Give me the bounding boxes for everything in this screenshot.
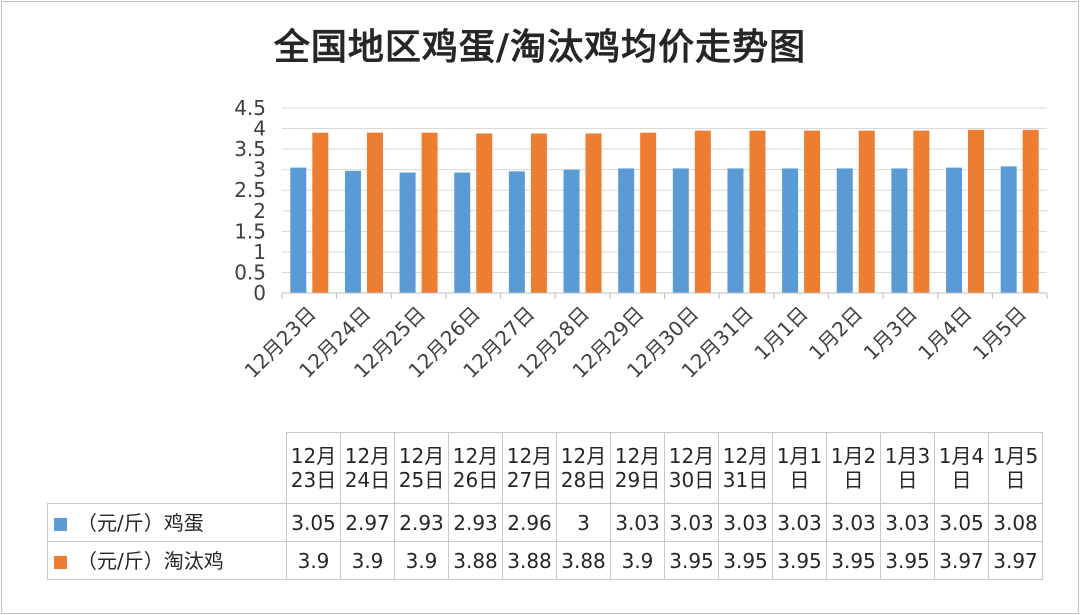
- y-tick-label-1: 0.5: [234, 260, 266, 284]
- data-table: 12月23日 12月24日 12月25日 12月26日 12月27日 12月28日 12月2…: [47, 432, 1043, 580]
- x-tick-label-13: 1月5日: [968, 302, 1031, 365]
- table-cell-series0-12: 3.05: [934, 503, 989, 542]
- table-cell-series0-2: 2.93: [394, 503, 449, 542]
- y-tick-label-7: 3.5: [234, 137, 266, 161]
- y-tick-label-4: 2: [253, 199, 266, 223]
- table-cell-series0-9: 3.03: [772, 503, 827, 542]
- table-cell-series0-7: 3.03: [664, 503, 719, 542]
- bar-series1-11: [913, 130, 930, 293]
- bar-series1-2: [421, 132, 438, 293]
- table-cell-series1-8: 3.95: [718, 541, 773, 580]
- bar-series0-9: [782, 168, 799, 293]
- y-tick-label-0: 0: [253, 281, 266, 305]
- y-tick-label-2: 1: [253, 240, 266, 264]
- table-cell-series1-5: 3.88: [556, 541, 611, 580]
- bar-series0-0: [290, 167, 307, 293]
- bar-series1-6: [640, 132, 657, 293]
- table-header-9: 1月1日: [772, 432, 827, 504]
- table-cell-series1-13: 3.97: [988, 541, 1043, 580]
- table-header-11: 1月3日: [880, 432, 935, 504]
- table-cell-series1-10: 3.95: [826, 541, 881, 580]
- table-cell-series0-1: 2.97: [340, 503, 395, 542]
- series-name-culled-hens: （元/斤）淘汰鸡: [77, 548, 224, 573]
- table-cell-series0-5: 3: [556, 503, 611, 542]
- y-tick-label-5: 2.5: [234, 178, 266, 202]
- table-cell-series0-6: 3.03: [610, 503, 665, 542]
- legend-swatch-eggs: [54, 517, 67, 531]
- table-header-3: 12月26日: [448, 432, 503, 504]
- table-cell-series1-12: 3.97: [934, 541, 989, 580]
- table-header-7: 12月30日: [664, 432, 719, 504]
- data-table-corner: [47, 432, 287, 504]
- series-label-culled-hens: （元/斤）淘汰鸡: [47, 541, 287, 580]
- bar-series0-12: [946, 167, 963, 293]
- series-label-eggs: （元/斤）鸡蛋: [47, 503, 287, 542]
- data-table-row-culled-hens: （元/斤）淘汰鸡 3.9 3.9 3.9 3.88 3.88 3.88 3.9 3.95 3.9…: [47, 541, 1043, 580]
- bar-series1-4: [530, 133, 547, 293]
- x-tick-label-11: 1月3日: [859, 302, 922, 365]
- table-cell-series0-10: 3.03: [826, 503, 881, 542]
- bar-series0-6: [618, 168, 635, 293]
- bar-series1-10: [858, 130, 875, 293]
- bar-series1-5: [585, 133, 602, 293]
- table-header-1: 12月24日: [340, 432, 395, 504]
- table-header-10: 1月2日: [826, 432, 881, 504]
- data-table-header-row: 12月23日 12月24日 12月25日 12月26日 12月27日 12月28日 12月2…: [47, 432, 1043, 504]
- table-cell-series1-0: 3.9: [286, 541, 341, 580]
- chart-title: 全国地区鸡蛋/淘汰鸡均价走势图: [273, 27, 807, 68]
- bar-series1-1: [366, 132, 383, 293]
- bar-series0-4: [508, 171, 525, 293]
- y-tick-label-6: 3: [253, 158, 266, 182]
- table-cell-series1-2: 3.9: [394, 541, 449, 580]
- y-tick-label-8: 4: [253, 117, 266, 141]
- bar-series1-7: [694, 130, 711, 293]
- bar-chart: 00.511.522.533.544.512月23日12月24日12月25日12…: [234, 96, 1048, 383]
- bar-series0-5: [563, 169, 580, 293]
- table-cell-series0-0: 3.05: [286, 503, 341, 542]
- x-tick-label-10: 1月2日: [804, 302, 867, 365]
- bar-series1-12: [968, 129, 985, 293]
- table-cell-series0-3: 2.93: [448, 503, 503, 542]
- table-cell-series1-11: 3.95: [880, 541, 935, 580]
- table-cell-series1-6: 3.9: [610, 541, 665, 580]
- table-cell-series0-11: 3.03: [880, 503, 935, 542]
- data-table-row-eggs: （元/斤）鸡蛋 3.05 2.97 2.93 2.93 2.96 3 3.03 3.03 3.0…: [47, 503, 1043, 542]
- table-header-12: 1月4日: [934, 432, 989, 504]
- bar-series1-8: [749, 130, 766, 293]
- table-cell-series1-7: 3.95: [664, 541, 719, 580]
- table-cell-series1-9: 3.95: [772, 541, 827, 580]
- bar-series0-3: [454, 172, 471, 293]
- table-cell-series1-3: 3.88: [448, 541, 503, 580]
- table-cell-series1-1: 3.9: [340, 541, 395, 580]
- x-tick-label-12: 1月4日: [913, 302, 976, 365]
- bar-series0-2: [399, 172, 416, 293]
- bar-series0-8: [727, 168, 744, 293]
- table-cell-series1-4: 3.88: [502, 541, 557, 580]
- table-header-6: 12月29日: [610, 432, 665, 504]
- bar-series1-9: [804, 130, 821, 293]
- table-header-0: 12月23日: [286, 432, 341, 504]
- legend-swatch-culled-hens: [54, 555, 67, 569]
- table-header-8: 12月31日: [718, 432, 773, 504]
- table-header-13: 1月5日: [988, 432, 1043, 504]
- table-cell-series0-4: 2.96: [502, 503, 557, 542]
- bar-series0-11: [891, 168, 908, 293]
- bar-series0-10: [836, 168, 853, 293]
- bar-series0-1: [344, 170, 361, 293]
- bar-series1-3: [476, 133, 493, 293]
- table-header-2: 12月25日: [394, 432, 449, 504]
- y-tick-label-9: 4.5: [234, 96, 266, 120]
- table-cell-series0-8: 3.03: [718, 503, 773, 542]
- bar-series1-0: [312, 132, 329, 293]
- bar-series1-13: [1022, 129, 1039, 293]
- y-tick-label-3: 1.5: [234, 219, 266, 243]
- series-name-eggs: （元/斤）鸡蛋: [77, 510, 204, 535]
- table-header-4: 12月27日: [502, 432, 557, 504]
- bar-series0-7: [672, 168, 689, 293]
- x-tick-label-9: 1月1日: [749, 302, 812, 365]
- bar-series0-13: [1000, 166, 1017, 293]
- table-cell-series0-13: 3.08: [988, 503, 1043, 542]
- table-header-5: 12月28日: [556, 432, 611, 504]
